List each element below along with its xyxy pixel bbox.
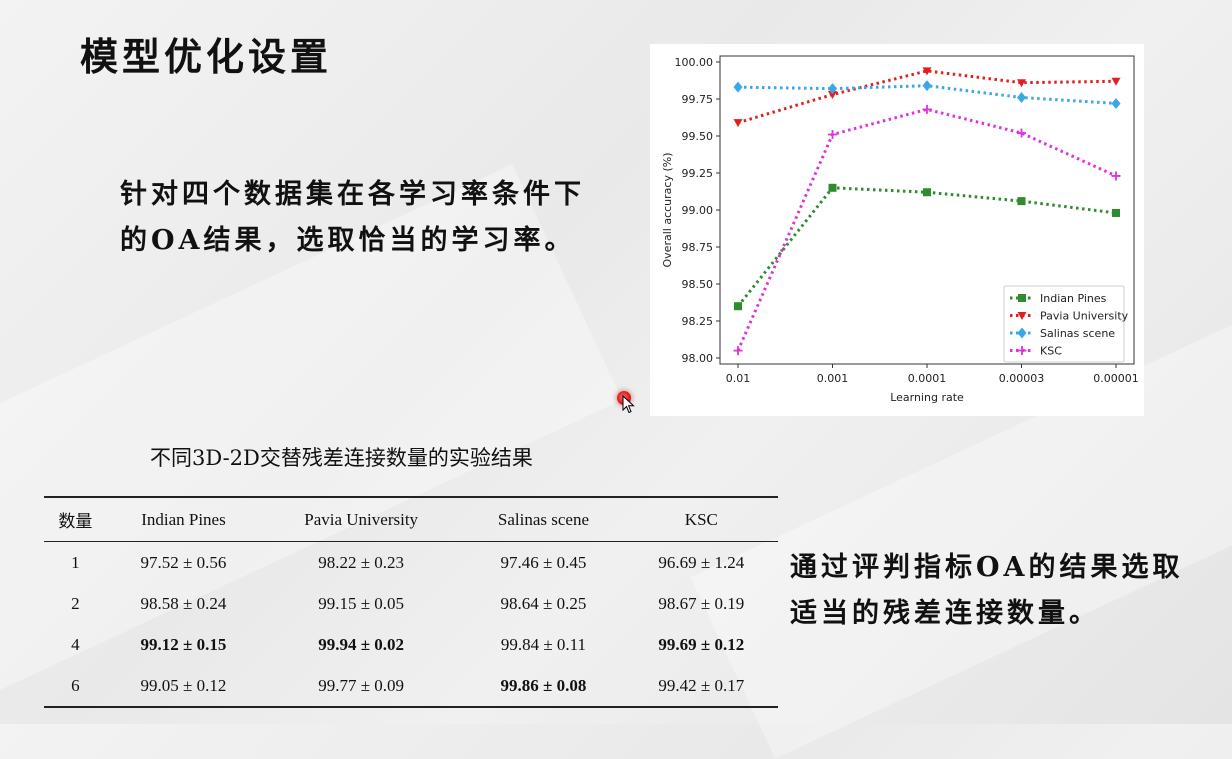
data-point [1017, 128, 1026, 138]
table-cell: 4 [71, 634, 80, 654]
accuracy-chart: 98.00 98.25 98.50 98.75 99.00 99.25 99.50 99.75… [650, 44, 1144, 416]
x-axis-label: Learning rate [890, 391, 964, 404]
table-cell: 98.67 ± 0.19 [658, 593, 745, 613]
table-row: 6 99.05 ± 0.12 99.77 ± 0.09 99.86 ± 0.08 99.… [44, 665, 778, 707]
table-cell: 6 [71, 675, 80, 695]
legend-box [1003, 285, 1125, 363]
learning-rate-description: 针对四个数据集在各学习率条件下的OA结果，选取恰当的学习率。 [120, 179, 585, 256]
table-cell: 97.46 ± 0.45 [500, 552, 587, 572]
results-table: 数量 Indian Pines Pavia University Salinas sc… [44, 496, 778, 708]
table-cell: 2 [71, 593, 80, 613]
table-cell: 96.69 ± 1.24 [658, 552, 745, 572]
chart-svg: 98.00 98.25 98.50 98.75 99.00 99.25 99.50 99.75… [661, 55, 1139, 404]
y-tick-label: 98.75 [682, 241, 714, 254]
data-point [828, 83, 837, 95]
data-point [1111, 171, 1121, 181]
data-point [828, 183, 837, 192]
legend-label: Salinas scene [1040, 327, 1115, 340]
data-point [734, 302, 742, 311]
table-row: 4 99.12 ± 0.15 99.94 ± 0.02 99.84 ± 0.11 99.… [44, 624, 778, 665]
x-tick-label: 0.0001 [908, 372, 947, 385]
legend-marker [1017, 327, 1027, 339]
table-cell: 98.58 ± 0.24 [140, 593, 227, 613]
data-point [1017, 197, 1026, 206]
table-cell: 99.86 ± 0.08 [500, 675, 587, 695]
data-point [828, 91, 837, 100]
series-line-pavia-university [737, 69, 1117, 125]
legend-label: Indian Pines [1040, 292, 1107, 305]
table-caption: 不同3D-2D交替残差连接数量的实验结果 [150, 446, 533, 470]
y-tick-label: 98.50 [682, 278, 714, 291]
series-line-ksc [736, 107, 1117, 352]
legend-label: KSC [1040, 345, 1062, 358]
data-point [923, 188, 931, 197]
y-tick-label: 98.00 [682, 352, 714, 365]
table-header-cell: Salinas scene [497, 509, 589, 529]
y-tick-label: 98.25 [682, 315, 714, 328]
data-point [828, 130, 837, 140]
table-header-cell: 数量 [58, 512, 93, 531]
table-header-cell: Pavia University [304, 509, 419, 529]
y-axis-label: Overall accuracy (%) [661, 153, 674, 268]
data-point [733, 81, 743, 93]
data-point [1017, 79, 1026, 88]
table-cell: 99.05 ± 0.12 [140, 675, 227, 695]
data-point [733, 346, 743, 356]
data-point [1112, 208, 1120, 217]
y-tick-label: 99.00 [682, 204, 714, 217]
table-header-cell: Indian Pines [141, 509, 226, 529]
data-point [1017, 92, 1026, 104]
table-header-row: 数量 Indian Pines Pavia University Salinas sc… [44, 497, 778, 542]
table-body: 1 97.52 ± 0.56 98.22 ± 0.23 97.46 ± 0.45 96.… [44, 542, 778, 707]
legend-marker [1018, 294, 1026, 302]
table-cell: 98.22 ± 0.23 [318, 552, 405, 572]
legend-marker [1017, 346, 1027, 355]
table-cell: 99.84 ± 0.11 [500, 634, 587, 654]
slide-title: 模型优化设置 [80, 34, 333, 79]
legend-marker [1017, 312, 1027, 320]
x-tick-label: 0.00001 [1093, 372, 1139, 385]
data-point [1111, 97, 1121, 109]
legend-label: Pavia University [1040, 310, 1129, 323]
y-tick-label: 99.75 [682, 93, 714, 106]
residual-description: 通过评判指标OA的结果选取适当的残差连接数量。 [790, 552, 1184, 629]
table-row: 1 97.52 ± 0.56 98.22 ± 0.23 97.46 ± 0.45 96.… [44, 542, 778, 584]
data-point [922, 104, 932, 114]
table-row: 2 98.58 ± 0.24 99.15 ± 0.05 98.64 ± 0.25 98.… [44, 583, 778, 624]
table-cell: 1 [71, 552, 80, 572]
table-cell: 99.12 ± 0.15 [140, 634, 227, 654]
table-header-cell: KSC [684, 509, 718, 529]
y-tick-label: 100.00 [675, 56, 714, 69]
table-cell: 98.64 ± 0.25 [500, 593, 587, 613]
table-cell: 97.52 ± 0.56 [140, 552, 227, 572]
data-point [733, 119, 743, 128]
x-tick-label: 0.01 [726, 372, 751, 385]
x-tick-label: 0.00003 [999, 372, 1045, 385]
y-tick-label: 99.25 [682, 167, 714, 180]
table-cell: 99.77 ± 0.09 [318, 675, 405, 695]
y-tick-label: 99.50 [682, 130, 714, 143]
data-point [922, 67, 932, 76]
x-tick-label: 0.001 [817, 372, 849, 385]
table-cell: 99.94 ± 0.02 [318, 634, 405, 654]
data-point [922, 80, 932, 92]
table-cell: 99.42 ± 0.17 [658, 675, 745, 695]
table-cell: 99.69 ± 0.12 [658, 634, 745, 654]
mouse-pointer-icon [622, 395, 635, 414]
table-cell: 99.15 ± 0.05 [318, 593, 405, 613]
data-point [1111, 77, 1121, 86]
